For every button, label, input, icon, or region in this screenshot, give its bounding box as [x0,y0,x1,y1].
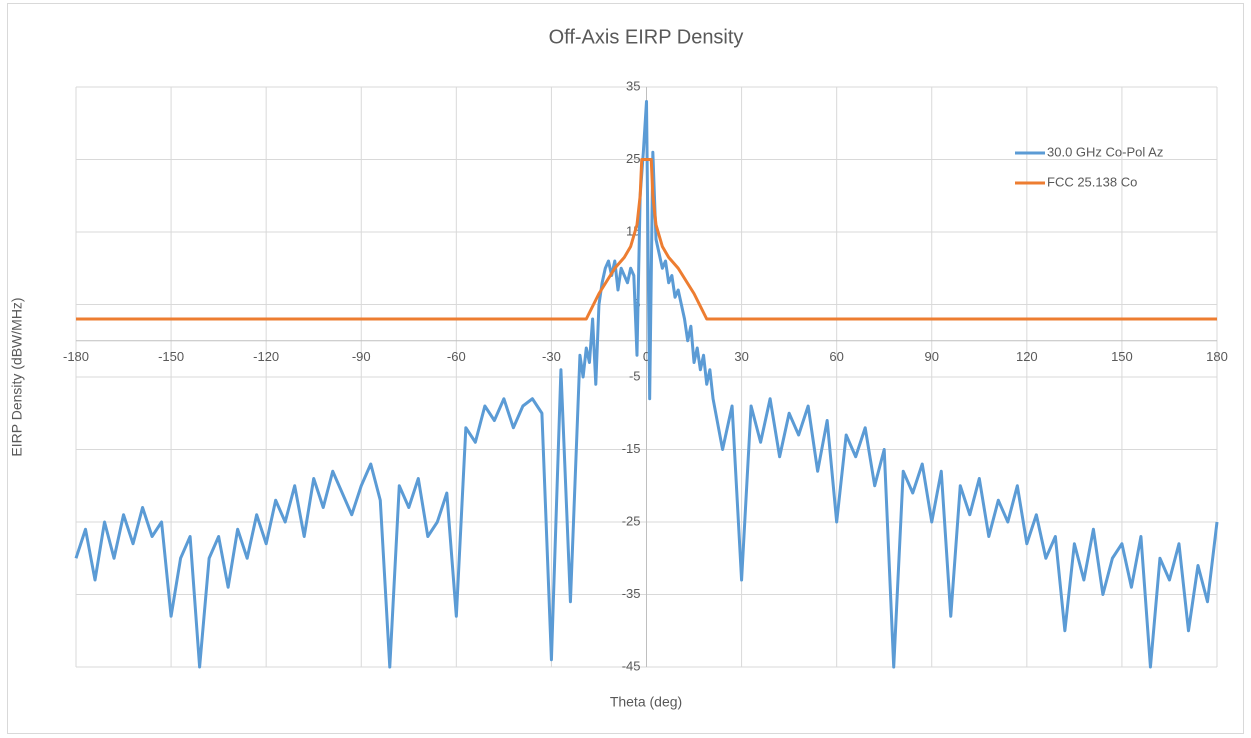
x-tick-label: 90 [925,349,939,364]
y-tick-label: -25 [622,513,641,528]
y-axis-title: EIRP Density (dBW/MHz) [9,297,25,456]
x-tick-label: 30 [734,349,748,364]
x-tick-label: -150 [158,349,184,364]
y-tick-label: 35 [626,78,640,93]
chart-title: Off-Axis EIRP Density [549,26,744,48]
legend-label: 30.0 GHz Co-Pol Az [1047,144,1163,159]
y-tick-label: -5 [629,368,641,383]
x-axis-title: Theta (deg) [610,694,682,710]
x-tick-label: -180 [63,349,89,364]
x-tick-label: 150 [1111,349,1133,364]
y-tick-label: -35 [622,586,641,601]
x-tick-label: -60 [447,349,466,364]
y-tick-label: 25 [626,151,640,166]
series-line [76,158,1217,321]
y-tick-label: -45 [622,658,641,673]
x-tick-label: 180 [1206,349,1228,364]
series-line [74,100,1219,669]
x-tick-label: -90 [352,349,371,364]
legend-label: FCC 25.138 Co [1047,174,1137,189]
y-tick-label: -15 [622,441,641,456]
x-tick-label: 60 [829,349,843,364]
x-tick-label: -120 [253,349,279,364]
x-tick-label: -30 [542,349,561,364]
x-tick-label: 0 [643,349,650,364]
chart-border [7,3,1244,734]
x-tick-label: 120 [1016,349,1038,364]
